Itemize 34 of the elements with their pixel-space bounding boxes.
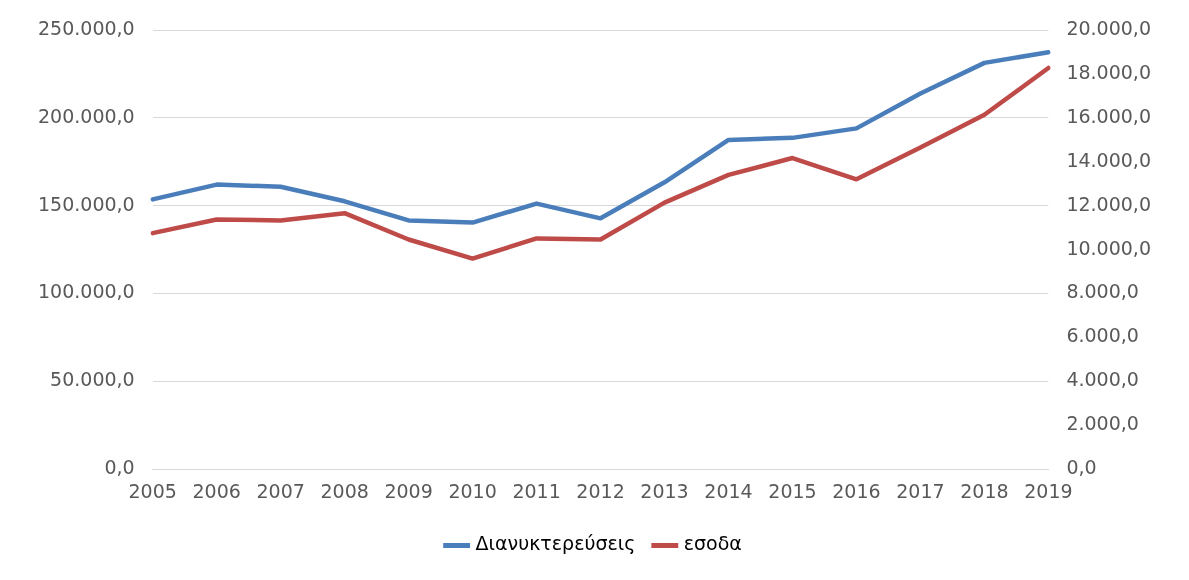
y-tick-label: 50.000,0 bbox=[50, 368, 135, 391]
x-tick-label: 2007 bbox=[256, 479, 305, 502]
x-tick-label: 2017 bbox=[896, 479, 945, 502]
legend-label: εσοδα bbox=[683, 532, 742, 555]
legend-label: Διανυκτερεύσεις bbox=[475, 532, 636, 555]
y2-tick-label: 14.000,0 bbox=[1066, 148, 1151, 171]
x-tick-label: 2016 bbox=[832, 479, 881, 502]
x-tick-label: 2015 bbox=[768, 479, 817, 502]
y2-tick-label: 18.000,0 bbox=[1066, 60, 1151, 83]
x-tick-label: 2010 bbox=[448, 479, 497, 502]
y2-tick-label: 12.000,0 bbox=[1066, 192, 1151, 215]
y2-tick-label: 0,0 bbox=[1066, 456, 1097, 479]
x-tick-label: 2006 bbox=[192, 479, 241, 502]
y-tick-label: 150.000,0 bbox=[37, 192, 135, 215]
x-tick-label: 2018 bbox=[960, 479, 1009, 502]
y-tick-label: 250.000,0 bbox=[37, 16, 135, 39]
x-tick-label: 2014 bbox=[704, 479, 753, 502]
y2-tick-label: 6.000,0 bbox=[1066, 324, 1139, 347]
x-tick-label: 2013 bbox=[640, 479, 689, 502]
y-tick-label: 100.000,0 bbox=[37, 280, 135, 303]
y2-tick-label: 8.000,0 bbox=[1066, 280, 1139, 303]
y2-tick-label: 2.000,0 bbox=[1066, 412, 1139, 435]
x-tick-label: 2005 bbox=[128, 479, 177, 502]
y-tick-label: 200.000,0 bbox=[37, 104, 135, 127]
y2-tick-label: 16.000,0 bbox=[1066, 104, 1151, 127]
x-tick-label: 2019 bbox=[1024, 479, 1073, 502]
x-tick-label: 2012 bbox=[576, 479, 625, 502]
y2-tick-label: 4.000,0 bbox=[1066, 368, 1139, 391]
x-tick-label: 2008 bbox=[320, 479, 369, 502]
x-tick-label: 2009 bbox=[384, 479, 433, 502]
x-tick-label: 2011 bbox=[512, 479, 561, 502]
y2-tick-label: 20.000,0 bbox=[1066, 16, 1151, 39]
y2-tick-label: 10.000,0 bbox=[1066, 236, 1151, 259]
y-tick-label: 0,0 bbox=[104, 456, 135, 479]
